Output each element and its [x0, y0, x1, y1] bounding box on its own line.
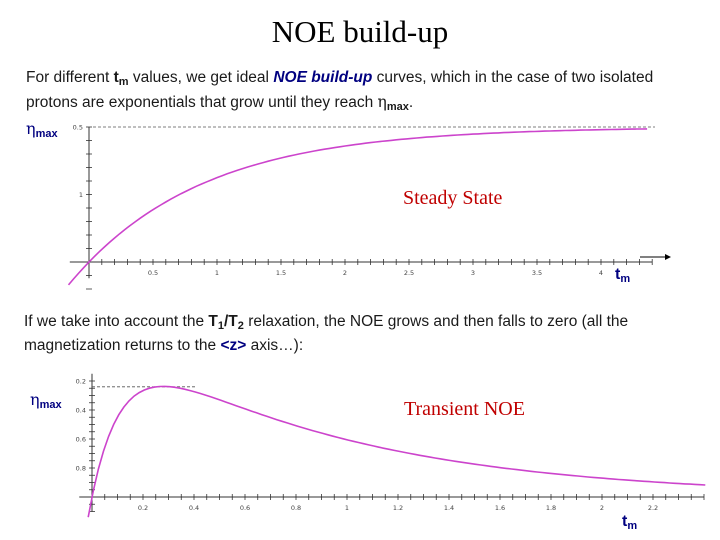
plot2-eta-sub: max [39, 399, 62, 411]
T2-base: T [228, 313, 238, 330]
x-tick-label: 3 [471, 269, 475, 277]
plot1-axes [69, 126, 655, 279]
noe-buildup-emphasis: NOE build-up [273, 69, 373, 86]
x-tick-label: 1.6 [495, 504, 505, 512]
plot2-x-base: t [622, 513, 628, 530]
x-tick-label: 1.2 [393, 504, 403, 512]
x-tick-label: 2 [343, 269, 347, 277]
plot2-axes [79, 373, 704, 512]
x-tick-label: 1 [215, 269, 219, 277]
plot2-x-label: tm [622, 513, 637, 532]
intro-text-4: . [408, 94, 414, 111]
x-tick-label: 4 [599, 269, 603, 277]
relaxation-paragraph: If we take into account the T1/T2 relaxa… [24, 312, 714, 356]
y-tick-label: 0.6 [76, 436, 86, 444]
T1-symbol: T1/T2 [208, 313, 244, 332]
intro-text-2: values, we get ideal [128, 69, 274, 86]
x-tick-label: 1 [345, 504, 349, 512]
page-title: NOE build-up [271, 14, 449, 49]
intro-paragraph: For different tm values, we get ideal NO… [26, 68, 706, 117]
plot2-eta-max-label: ηmax [30, 390, 62, 411]
x-tick-label: 2.5 [404, 269, 414, 277]
x-tick-label: 0.5 [148, 269, 158, 277]
y-tick-label: 0.2 [76, 378, 86, 386]
plot1-eta-sub: max [35, 128, 58, 140]
plot1-x-sub: m [620, 273, 631, 285]
relax-text-2: relaxation, the NOE grows and then falls… [24, 313, 629, 354]
tm-symbol: tm [113, 69, 129, 88]
x-tick-label: 0.4 [189, 504, 199, 512]
relax-text-3: axis…): [246, 337, 304, 354]
x-tick-label: 1.5 [276, 269, 286, 277]
x-tick-label: 0.6 [240, 504, 250, 512]
y-tick-label: 0.4 [76, 407, 86, 415]
plot1-annotation: Steady State [403, 187, 503, 209]
plot2-annotation: Transient NOE [404, 398, 525, 420]
plot2-x-sub: m [627, 520, 638, 532]
T-slash: / [223, 313, 229, 330]
x-tick-label: 2.2 [648, 504, 658, 512]
intro-text-1: For different [26, 69, 114, 86]
plot1-x-label: tm [615, 266, 630, 285]
plot1-eta: η [26, 119, 36, 138]
x-tick-label: 3.5 [532, 269, 542, 277]
plot2-curve [87, 385, 706, 518]
plot1-eta-max-label: ηmax [26, 119, 58, 140]
y-tick-label: 0.5 [73, 124, 83, 132]
T1-sub: 1 [217, 320, 224, 332]
z-axis-symbol: <z> [220, 337, 247, 354]
x-tick-label: 0.8 [291, 504, 301, 512]
plot2-ticks: 0.2 0.4 0.6 0.8 1 1.2 1.4 1.6 1.8 2 2.2 0.8 0.6 0.4 0.… [76, 378, 705, 512]
x-tick-label: 1.8 [546, 504, 556, 512]
T2-sub: 2 [237, 320, 244, 332]
x-tick-label: 0.2 [138, 504, 148, 512]
relax-text-1: If we take into account the [24, 313, 209, 330]
eta-sub: max [386, 101, 409, 113]
eta-symbol: η [377, 93, 387, 111]
y-tick-label: 1 [79, 191, 83, 199]
plot1-x-base: t [615, 266, 621, 283]
plot1-ticks: 0.5 1 1.5 2 2.5 3 3.5 4 1 0.5 [73, 124, 653, 290]
intro-text-3: curves, which in the case of two isolate… [26, 69, 654, 111]
y-tick-label: 0.8 [76, 465, 86, 473]
tm-sub: m [118, 76, 129, 88]
plot1-arrow-head [665, 254, 671, 260]
x-tick-label: 2 [600, 504, 604, 512]
plot2-eta: η [30, 390, 40, 409]
T1-base: T [208, 313, 218, 330]
tm-base: t [113, 69, 119, 86]
x-tick-label: 1.4 [444, 504, 454, 512]
plot1-curve [67, 128, 648, 286]
